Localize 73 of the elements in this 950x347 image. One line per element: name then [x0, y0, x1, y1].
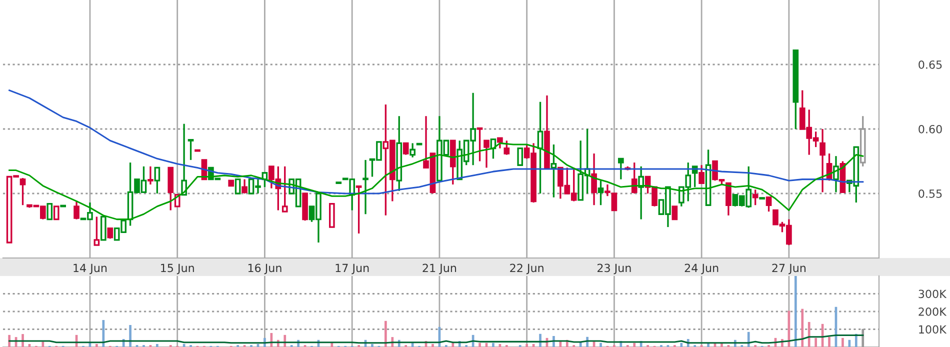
bar [8, 334, 10, 347]
y-tick-label: 200K [918, 307, 947, 316]
x-tick-label: 22 Jun [510, 264, 544, 274]
y-tick-label: 0.55 [918, 189, 942, 198]
candlestick [356, 185, 362, 234]
candlestick [402, 142, 409, 156]
bar [808, 322, 810, 347]
candlestick [282, 166, 288, 212]
bar [747, 332, 750, 347]
candlestick [107, 227, 114, 240]
x-tick-label: 23 Jun [597, 264, 631, 274]
candlestick [726, 182, 732, 216]
bar [156, 344, 158, 347]
x-tick-label: 27 Jun [772, 264, 806, 274]
candlestick [598, 180, 604, 206]
bar [478, 342, 481, 347]
bar [492, 342, 494, 347]
bar [96, 344, 98, 347]
y-tick-label: 0.65 [918, 60, 942, 69]
candlestick [154, 166, 160, 194]
x-tick-label: 21 Jun [422, 264, 456, 274]
candlestick [752, 188, 758, 206]
bar [680, 342, 683, 347]
candlestick [20, 177, 26, 206]
candlestick [497, 137, 503, 150]
candlestick [74, 200, 80, 220]
candlestick [618, 158, 624, 180]
bar [828, 336, 830, 347]
candlestick [329, 202, 335, 228]
candlestick [766, 196, 772, 212]
candlestick [476, 127, 483, 162]
bar [129, 324, 132, 347]
candlestick [410, 142, 416, 158]
bar [801, 308, 804, 347]
bar [633, 342, 636, 347]
candlestick [504, 140, 510, 156]
candlestick [148, 166, 154, 186]
line-series [8, 334, 864, 344]
candlestick [638, 166, 644, 220]
candlestick [188, 139, 194, 161]
y-tick-label: 300K [918, 290, 947, 298]
bar [600, 342, 602, 347]
bar [842, 338, 844, 347]
x-tick-label: 17 Jun [336, 264, 369, 274]
bar [814, 338, 817, 347]
candlestick [698, 164, 704, 184]
bar [452, 342, 454, 347]
candlestick [234, 178, 241, 194]
candlestick [537, 101, 544, 194]
bar [102, 320, 105, 347]
bar [42, 342, 44, 347]
candlestick [362, 159, 368, 215]
candlestick [833, 155, 839, 194]
candlestick [550, 144, 557, 198]
y-tick-label: 100K [919, 325, 947, 334]
bar [432, 344, 434, 347]
candlestick [517, 148, 524, 166]
candlestick [242, 178, 248, 194]
candlestick [631, 162, 638, 194]
candlestick [820, 128, 826, 194]
x-tick-label: 14 Jun [74, 264, 107, 274]
candlestick [672, 206, 678, 220]
x-tick-label: 16 Jun [248, 264, 282, 274]
line-series [8, 90, 864, 194]
bar [526, 344, 528, 347]
x-tick-label: 24 Jun [684, 264, 718, 274]
candlestick [484, 140, 490, 169]
x-tick-label: 15 Jun [161, 264, 194, 274]
bar [794, 276, 797, 347]
bar [371, 344, 374, 347]
y-tick-label: 0.60 [918, 124, 942, 134]
bar [384, 320, 387, 347]
candlestick [591, 152, 597, 206]
